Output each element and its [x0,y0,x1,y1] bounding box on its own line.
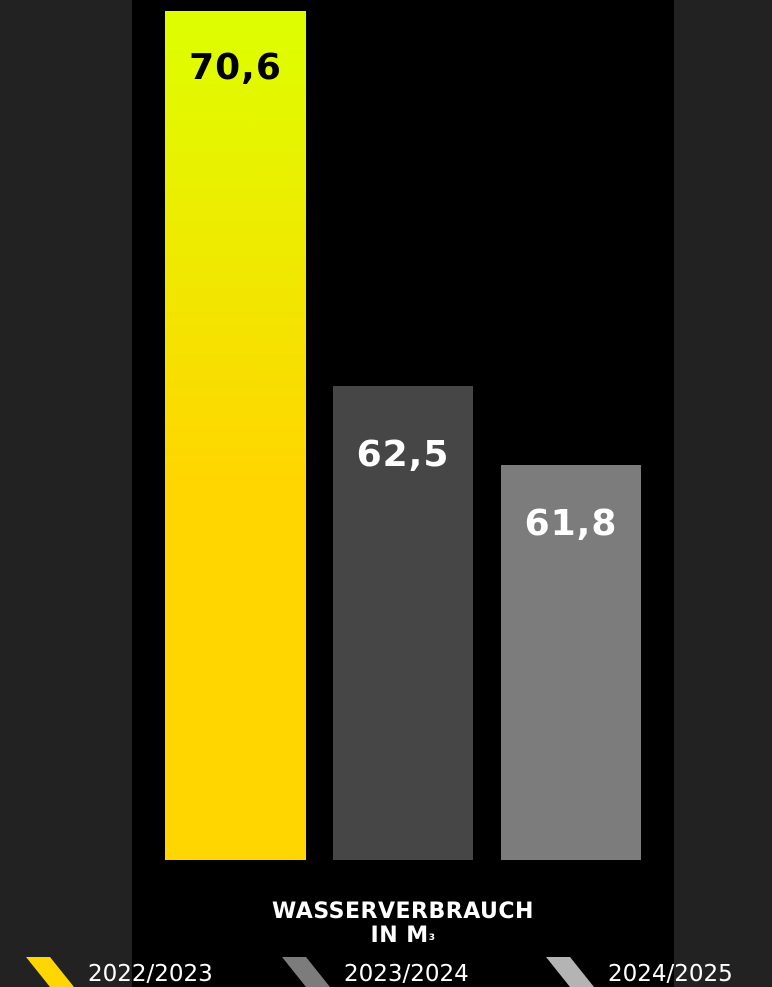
legend-label-2024-2025: 2024/2025 [608,961,733,987]
chart-legend: 2022/2023 2023/2024 2024/2025 [0,957,772,987]
legend-item-2022-2023: 2022/2023 [26,957,213,987]
legend-label-2022-2023: 2022/2023 [88,961,213,987]
decorative-wedge [676,300,772,987]
value-label-2024-2025: 61,8 [525,503,618,544]
chart-title-unit-line: IN M3 [132,924,674,948]
bar-2024-2025 [501,465,641,860]
legend-swatch-2023-2024 [282,957,330,987]
value-label-2022-2023: 70,6 [189,47,282,88]
legend-swatch-2024-2025 [546,957,594,987]
legend-swatch-2022-2023 [26,957,74,987]
chart-title-unit: IN M [370,923,429,948]
chart-title-unit-superscript: 3 [428,933,436,943]
legend-label-2023-2024: 2023/2024 [344,961,469,987]
bars-layer [165,11,641,860]
bar-2023-2024 [333,386,473,860]
legend-item-2024-2025: 2024/2025 [546,957,733,987]
value-label-2023-2024: 62,5 [357,434,450,475]
chart-title: WASSERVERBRAUCH IN M3 [132,900,674,948]
bar-2022-2023 [165,11,306,860]
chart-title-main: WASSERVERBRAUCH [272,899,534,924]
legend-item-2023-2024: 2023/2024 [282,957,469,987]
value-labels-layer: 70,6 62,5 61,8 [189,47,618,544]
